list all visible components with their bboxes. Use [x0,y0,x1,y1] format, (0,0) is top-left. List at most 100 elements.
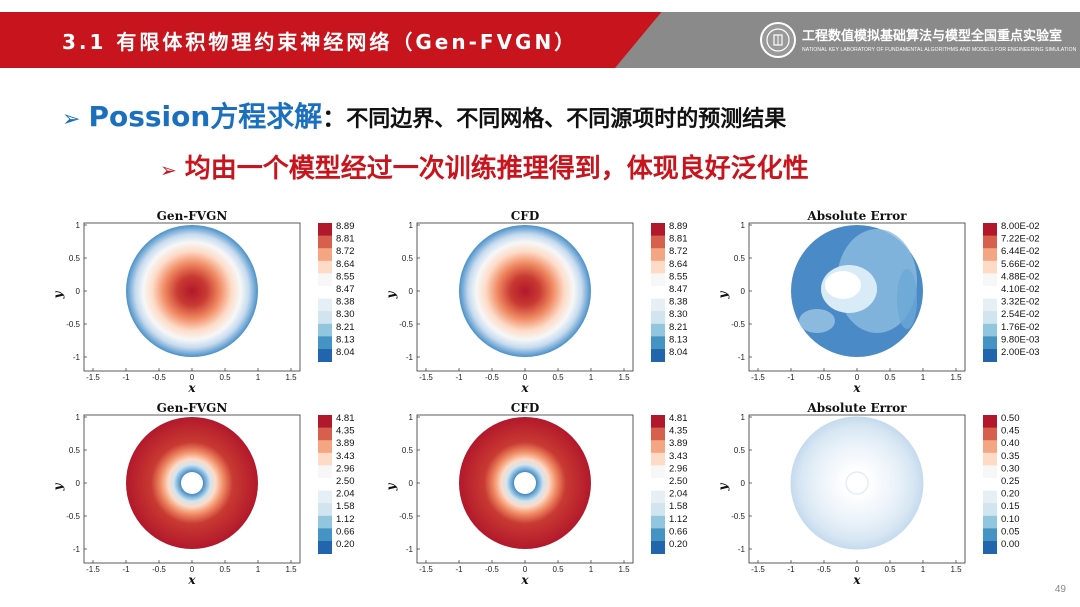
colorbar-label: 8.04 [336,347,355,358]
x-tick-label: 1.5 [950,373,962,382]
colorbar-segment [318,465,332,479]
y-tick-label: -0.5 [731,512,745,521]
colorbar-segment [983,311,997,325]
x-tick-label: -1.5 [86,373,100,382]
plot-title: CFD [510,401,540,415]
x-tick-label: 1 [921,373,926,382]
colorbar-segment [651,465,665,479]
colorbar-label: 1.76E-02 [1001,322,1040,333]
colorbar-label: 3.89 [336,438,355,449]
x-tick-label: 1.5 [618,565,630,574]
colorbar-segment [318,323,332,337]
plot-panel-6: -1.5 -1 -0.5 0 0.5 1 1.5 x 1 0.5 0 -0.5 -1 y 0.50 0.45 0… [717,397,1047,585]
contour-plot: -1.5 -1 -0.5 0 0.5 1 1.5x10.50-0.5-1y4.814.353… [52,413,355,585]
colorbar-segment [651,298,665,312]
x-tick-label: 0 [190,565,195,574]
y-axis-label: y [385,290,398,299]
y-tick-label: 1 [409,221,414,230]
x-tick-label: 1 [589,565,594,574]
colorbar-label: 0.00 [1001,539,1020,550]
colorbar-segment [318,478,332,491]
lab-name: 工程数值模拟基础算法与模型全国重点实验室 [802,29,1063,44]
x-tick-label: -1 [455,373,463,382]
colorbar-segment [651,323,665,337]
colorbar-label: 8.30 [336,309,355,320]
colorbar-segment [983,286,997,299]
colorbar-segment [651,427,665,441]
arrow-bullet-icon: ➢ [62,107,81,132]
x-tick-label: -1 [787,373,795,382]
y-tick-label: 1 [76,413,81,422]
y-tick-label: 0.5 [734,446,746,455]
x-tick-label: 1 [921,565,926,574]
colorbar-label: 8.72 [669,246,688,257]
y-tick-label: -1 [73,545,81,554]
y-axis-label: y [52,290,65,299]
y-tick-label: 0.5 [402,254,414,263]
colorbar-segment [318,515,332,529]
colorbar-segment [983,465,997,479]
x-tick-label: -1 [122,565,130,574]
colorbar-segment [318,503,332,517]
plot-title: Absolute Error [807,401,907,415]
colorbar-label: 4.10E-02 [1001,284,1040,295]
colorbar-label: 1.12 [669,514,688,525]
colorbar-segment [651,515,665,529]
page-number: 49 [1054,584,1066,595]
x-axis-label: x [187,573,196,585]
colorbar-label: 0.30 [1001,463,1020,474]
colorbar-segment [318,248,332,262]
colorbar-segment [318,336,332,350]
bullet-sub: ➢ 均由一个模型经过一次训练推理得到，体现良好泛化性 [160,148,809,185]
colorbar-segment [651,260,665,274]
colorbar-label: 2.50 [669,476,688,487]
colorbar-segment [318,349,332,362]
colorbar-segment [983,528,997,542]
colorbar-label: 8.47 [336,284,355,295]
x-tick-label: -1 [787,565,795,574]
y-tick-label: -1 [738,353,746,362]
colorbar-label: 2.50 [336,476,355,487]
colorbar-label: 6.44E-02 [1001,246,1040,257]
colorbar-label: 0.45 [1001,426,1020,437]
y-axis-label: y [385,482,398,491]
x-axis-label: x [520,381,529,393]
colorbar-label: 8.38 [669,297,688,308]
colorbar-segment [983,503,997,517]
y-tick-label: 1 [409,413,414,422]
y-tick-label: 0.5 [402,446,414,455]
y-tick-label: -1 [406,353,414,362]
colorbar-segment [651,273,665,287]
inner-hole [181,472,203,494]
x-tick-label: -1.5 [419,373,433,382]
x-tick-label: -0.5 [485,565,499,574]
colorbar-label: 2.04 [669,489,688,500]
colorbar-label: 2.96 [336,463,355,474]
colorbar-segment [983,273,997,287]
colorbar-label: 0.20 [1001,489,1020,500]
x-tick-label: 1 [589,373,594,382]
colorbar-label: 9.80E-03 [1001,334,1040,345]
contour-plot: -1.5 -1 -0.5 0 0.5 1 1.5x10.50-0.5-1y8.898.818… [385,221,688,393]
colorbar-label: 3.89 [669,438,688,449]
colorbar-label: 8.04 [669,347,688,358]
colorbar-segment [318,528,332,542]
x-axis-label: x [852,381,861,393]
colorbar-segment [318,235,332,249]
colorbar-segment [983,490,997,504]
colorbar-segment [983,349,997,362]
contour-plot: -1.5 -1 -0.5 0 0.5 1 1.5x10.50-0.5-1y4.814.353… [385,413,688,585]
lab-seal-icon [760,22,796,58]
colorbar-segment [318,427,332,441]
x-tick-label: 1 [256,373,261,382]
x-tick-label: -0.5 [817,565,831,574]
colorbar-label: 0.20 [336,539,355,550]
colorbar-segment [318,273,332,287]
colorbar-segment [651,248,665,262]
colorbar-label: 8.72 [336,246,355,257]
plot-panel-5: -1.5 -1 -0.5 0 0.5 1 1.5 x 1 0.5 0 -0.5 -1 y 4.81 4.35 3… [385,397,715,585]
colorbar-segment [318,298,332,312]
x-tick-label: 0.5 [219,373,231,382]
colorbar-label: 0.25 [1001,476,1020,487]
colorbar-segment [983,260,997,274]
